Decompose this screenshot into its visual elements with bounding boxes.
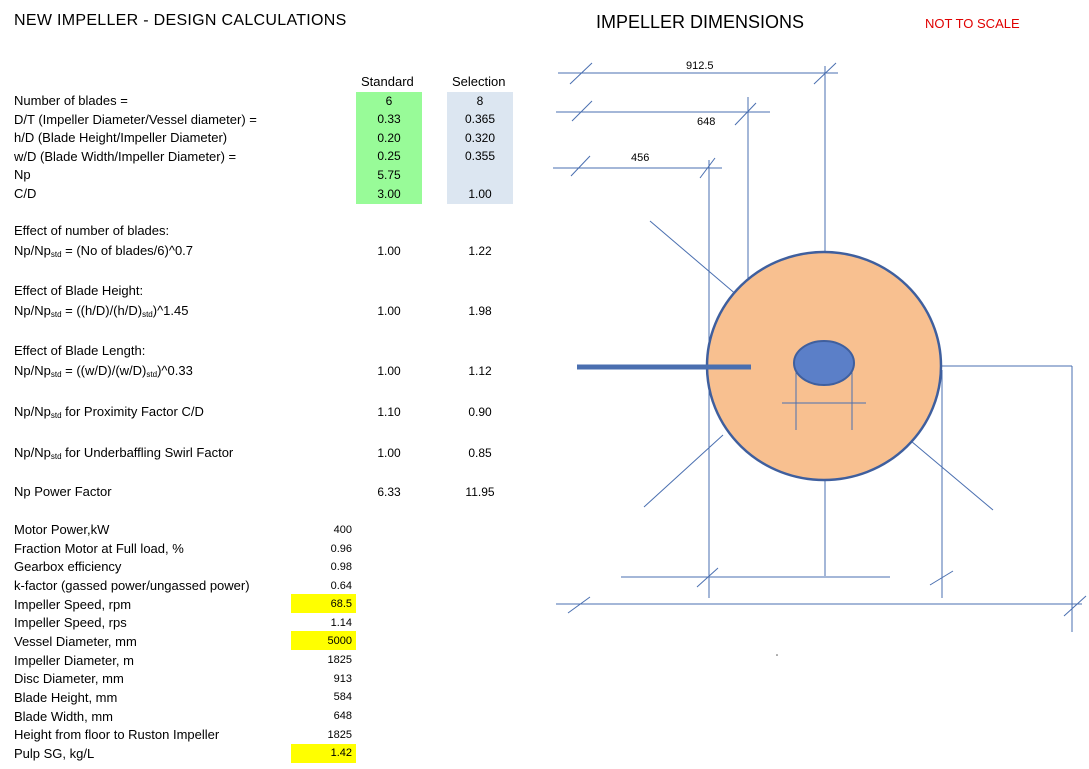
selection-value[interactable]: 0.355: [464, 149, 496, 163]
blade-line: [904, 435, 994, 511]
operating-label: Impeller Diameter, m: [14, 653, 134, 668]
effect-blades-standard: 1.00: [377, 244, 401, 258]
proximity-standard: 1.10: [377, 405, 401, 419]
operating-value[interactable]: 913: [333, 673, 352, 685]
power-factor-label: Np Power Factor: [14, 484, 112, 499]
vessel-input-highlight: [291, 631, 356, 650]
operating-value[interactable]: 5000: [327, 635, 352, 647]
swirl-standard: 1.00: [377, 446, 401, 460]
dim-tick: [567, 596, 591, 614]
operating-value[interactable]: 0.96: [330, 543, 352, 555]
operating-label: Blade Height, mm: [14, 690, 118, 705]
dim-label-456: 456: [631, 152, 649, 164]
param-label: h/D (Blade Height/Impeller Diameter): [14, 130, 228, 145]
stray-dot: [776, 654, 778, 656]
operating-label: Impeller Speed, rpm: [14, 597, 132, 612]
standard-value[interactable]: 0.20: [377, 131, 401, 145]
operating-value[interactable]: 68.5: [330, 598, 352, 610]
effect-blades-selection: 1.22: [468, 244, 492, 258]
operating-value[interactable]: 648: [333, 710, 352, 722]
effect-height-selection: 1.98: [468, 304, 492, 318]
operating-value[interactable]: 1825: [327, 654, 352, 666]
operating-label: Height from floor to Ruston Impeller: [14, 727, 220, 742]
effect-length-selection: 1.12: [468, 364, 492, 378]
proximity-factor-label: Np/Npstd for Proximity Factor C/D: [14, 404, 204, 420]
param-label: C/D: [14, 186, 37, 201]
sg-input-highlight: [291, 744, 356, 763]
swirl-selection: 0.85: [468, 446, 492, 460]
operating-value[interactable]: 584: [333, 691, 352, 703]
operating-value[interactable]: 1.42: [330, 747, 352, 759]
dim-tick: [929, 570, 954, 586]
dim-tick: [570, 155, 591, 177]
dim-tick: [571, 100, 593, 122]
impeller-hub: [793, 340, 855, 386]
standard-value[interactable]: 3.00: [377, 187, 401, 201]
dim-tick: [569, 62, 593, 85]
selection-value[interactable]: 0.320: [464, 131, 496, 145]
operating-value[interactable]: 1.14: [330, 617, 352, 629]
power-factor-selection: 11.95: [465, 485, 495, 499]
effect-length-heading: Effect of Blade Length:: [14, 343, 146, 358]
operating-label: Impeller Speed, rps: [14, 615, 127, 630]
standard-value[interactable]: 6: [385, 94, 393, 108]
selection-value[interactable]: 0.365: [464, 112, 496, 126]
standard-value[interactable]: 0.33: [377, 112, 401, 126]
param-label: w/D (Blade Width/Impeller Diameter) =: [14, 149, 237, 164]
standard-value[interactable]: 0.25: [377, 149, 401, 163]
swirl-factor-label: Np/Npstd for Underbaffling Swirl Factor: [14, 445, 234, 461]
diagram-title: IMPELLER DIMENSIONS: [596, 12, 805, 32]
effect-blades-formula: Np/Npstd = (No of blades/6)^0.7: [14, 243, 194, 259]
power-factor-standard: 6.33: [377, 485, 401, 499]
operating-value[interactable]: 0.98: [330, 561, 352, 573]
dim-tick: [734, 102, 757, 126]
operating-label: Blade Width, mm: [14, 709, 113, 724]
param-label: Number of blades =: [14, 93, 128, 108]
blade-line: [643, 434, 724, 508]
selection-value[interactable]: 1.00: [468, 187, 492, 201]
effect-blades-heading: Effect of number of blades:: [14, 223, 170, 238]
operating-label: Vessel Diameter, mm: [14, 634, 137, 649]
dim-tick: [1063, 595, 1087, 617]
effect-height-formula: Np/Npstd = ((h/D)/(h/D)std)^1.45: [14, 303, 189, 319]
standard-value[interactable]: 5.75: [377, 168, 401, 182]
selection-input-block: [447, 92, 513, 204]
effect-height-heading: Effect of Blade Height:: [14, 283, 144, 298]
dim-label-912: 912.5: [686, 60, 714, 72]
page-title: NEW IMPELLER - DESIGN CALCULATIONS: [14, 12, 347, 29]
param-label: D/T (Impeller Diameter/Vessel diameter) …: [14, 112, 257, 127]
not-to-scale-label: NOT TO SCALE: [925, 16, 1020, 31]
column-header-standard: Standard: [361, 74, 414, 89]
param-label: Np: [14, 167, 31, 182]
effect-height-standard: 1.00: [377, 304, 401, 318]
dim-tick: [696, 567, 719, 588]
operating-label: Gearbox efficiency: [14, 559, 122, 574]
rpm-input-highlight: [291, 594, 356, 613]
dim-tick: [699, 157, 716, 179]
operating-label: Pulp SG, kg/L: [14, 746, 95, 761]
effect-length-standard: 1.00: [377, 364, 401, 378]
effect-length-formula: Np/Npstd = ((w/D)/(w/D)std)^0.33: [14, 363, 193, 379]
operating-label: Disc Diameter, mm: [14, 671, 124, 686]
column-header-selection: Selection: [452, 74, 506, 89]
operating-label: k-factor (gassed power/ungassed power): [14, 578, 250, 593]
selection-value[interactable]: 8: [476, 94, 484, 108]
operating-value[interactable]: 1825: [327, 729, 352, 741]
operating-label: Motor Power,kW: [14, 522, 110, 537]
operating-value[interactable]: 0.64: [330, 580, 352, 592]
standard-input-block: [356, 92, 422, 204]
operating-label: Fraction Motor at Full load, %: [14, 541, 184, 556]
dim-label-648: 648: [697, 116, 715, 128]
blade-line: [649, 220, 739, 297]
operating-value[interactable]: 400: [333, 524, 352, 536]
proximity-selection: 0.90: [468, 405, 492, 419]
